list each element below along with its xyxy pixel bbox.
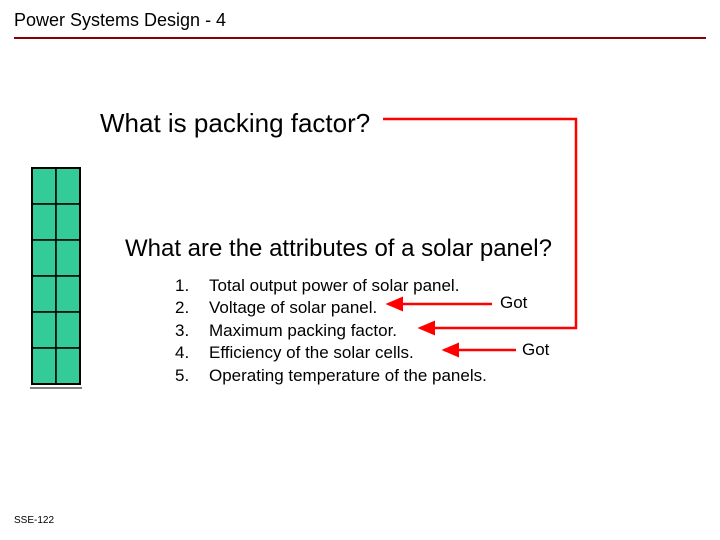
list-text: Operating temperature of the panels. <box>209 365 487 387</box>
list-item: 4. Efficiency of the solar cells. <box>175 342 487 364</box>
header-title: Power Systems Design - 4 <box>14 10 706 31</box>
solar-panel-diagram <box>28 164 88 394</box>
list-number: 4. <box>175 342 209 364</box>
list-item: 5. Operating temperature of the panels. <box>175 365 487 387</box>
attributes-list: 1. Total output power of solar panel. 2.… <box>175 275 487 387</box>
question-attributes: What are the attributes of a solar panel… <box>125 235 552 263</box>
list-text: Maximum packing factor. <box>209 320 397 342</box>
list-text: Total output power of solar panel. <box>209 275 459 297</box>
list-number: 3. <box>175 320 209 342</box>
question-packing-factor: What is packing factor? <box>100 108 370 139</box>
arrow-overlay <box>0 0 720 540</box>
annotation-got-efficiency: Got <box>522 340 549 360</box>
list-number: 2. <box>175 297 209 319</box>
header-rule <box>14 37 706 39</box>
list-item: 2. Voltage of solar panel. <box>175 297 487 319</box>
list-number: 1. <box>175 275 209 297</box>
list-number: 5. <box>175 365 209 387</box>
list-text: Voltage of solar panel. <box>209 297 377 319</box>
annotation-got-voltage: Got <box>500 293 527 313</box>
list-item: 3. Maximum packing factor. <box>175 320 487 342</box>
footer-code: SSE-122 <box>14 515 54 526</box>
list-item: 1. Total output power of solar panel. <box>175 275 487 297</box>
list-text: Efficiency of the solar cells. <box>209 342 414 364</box>
